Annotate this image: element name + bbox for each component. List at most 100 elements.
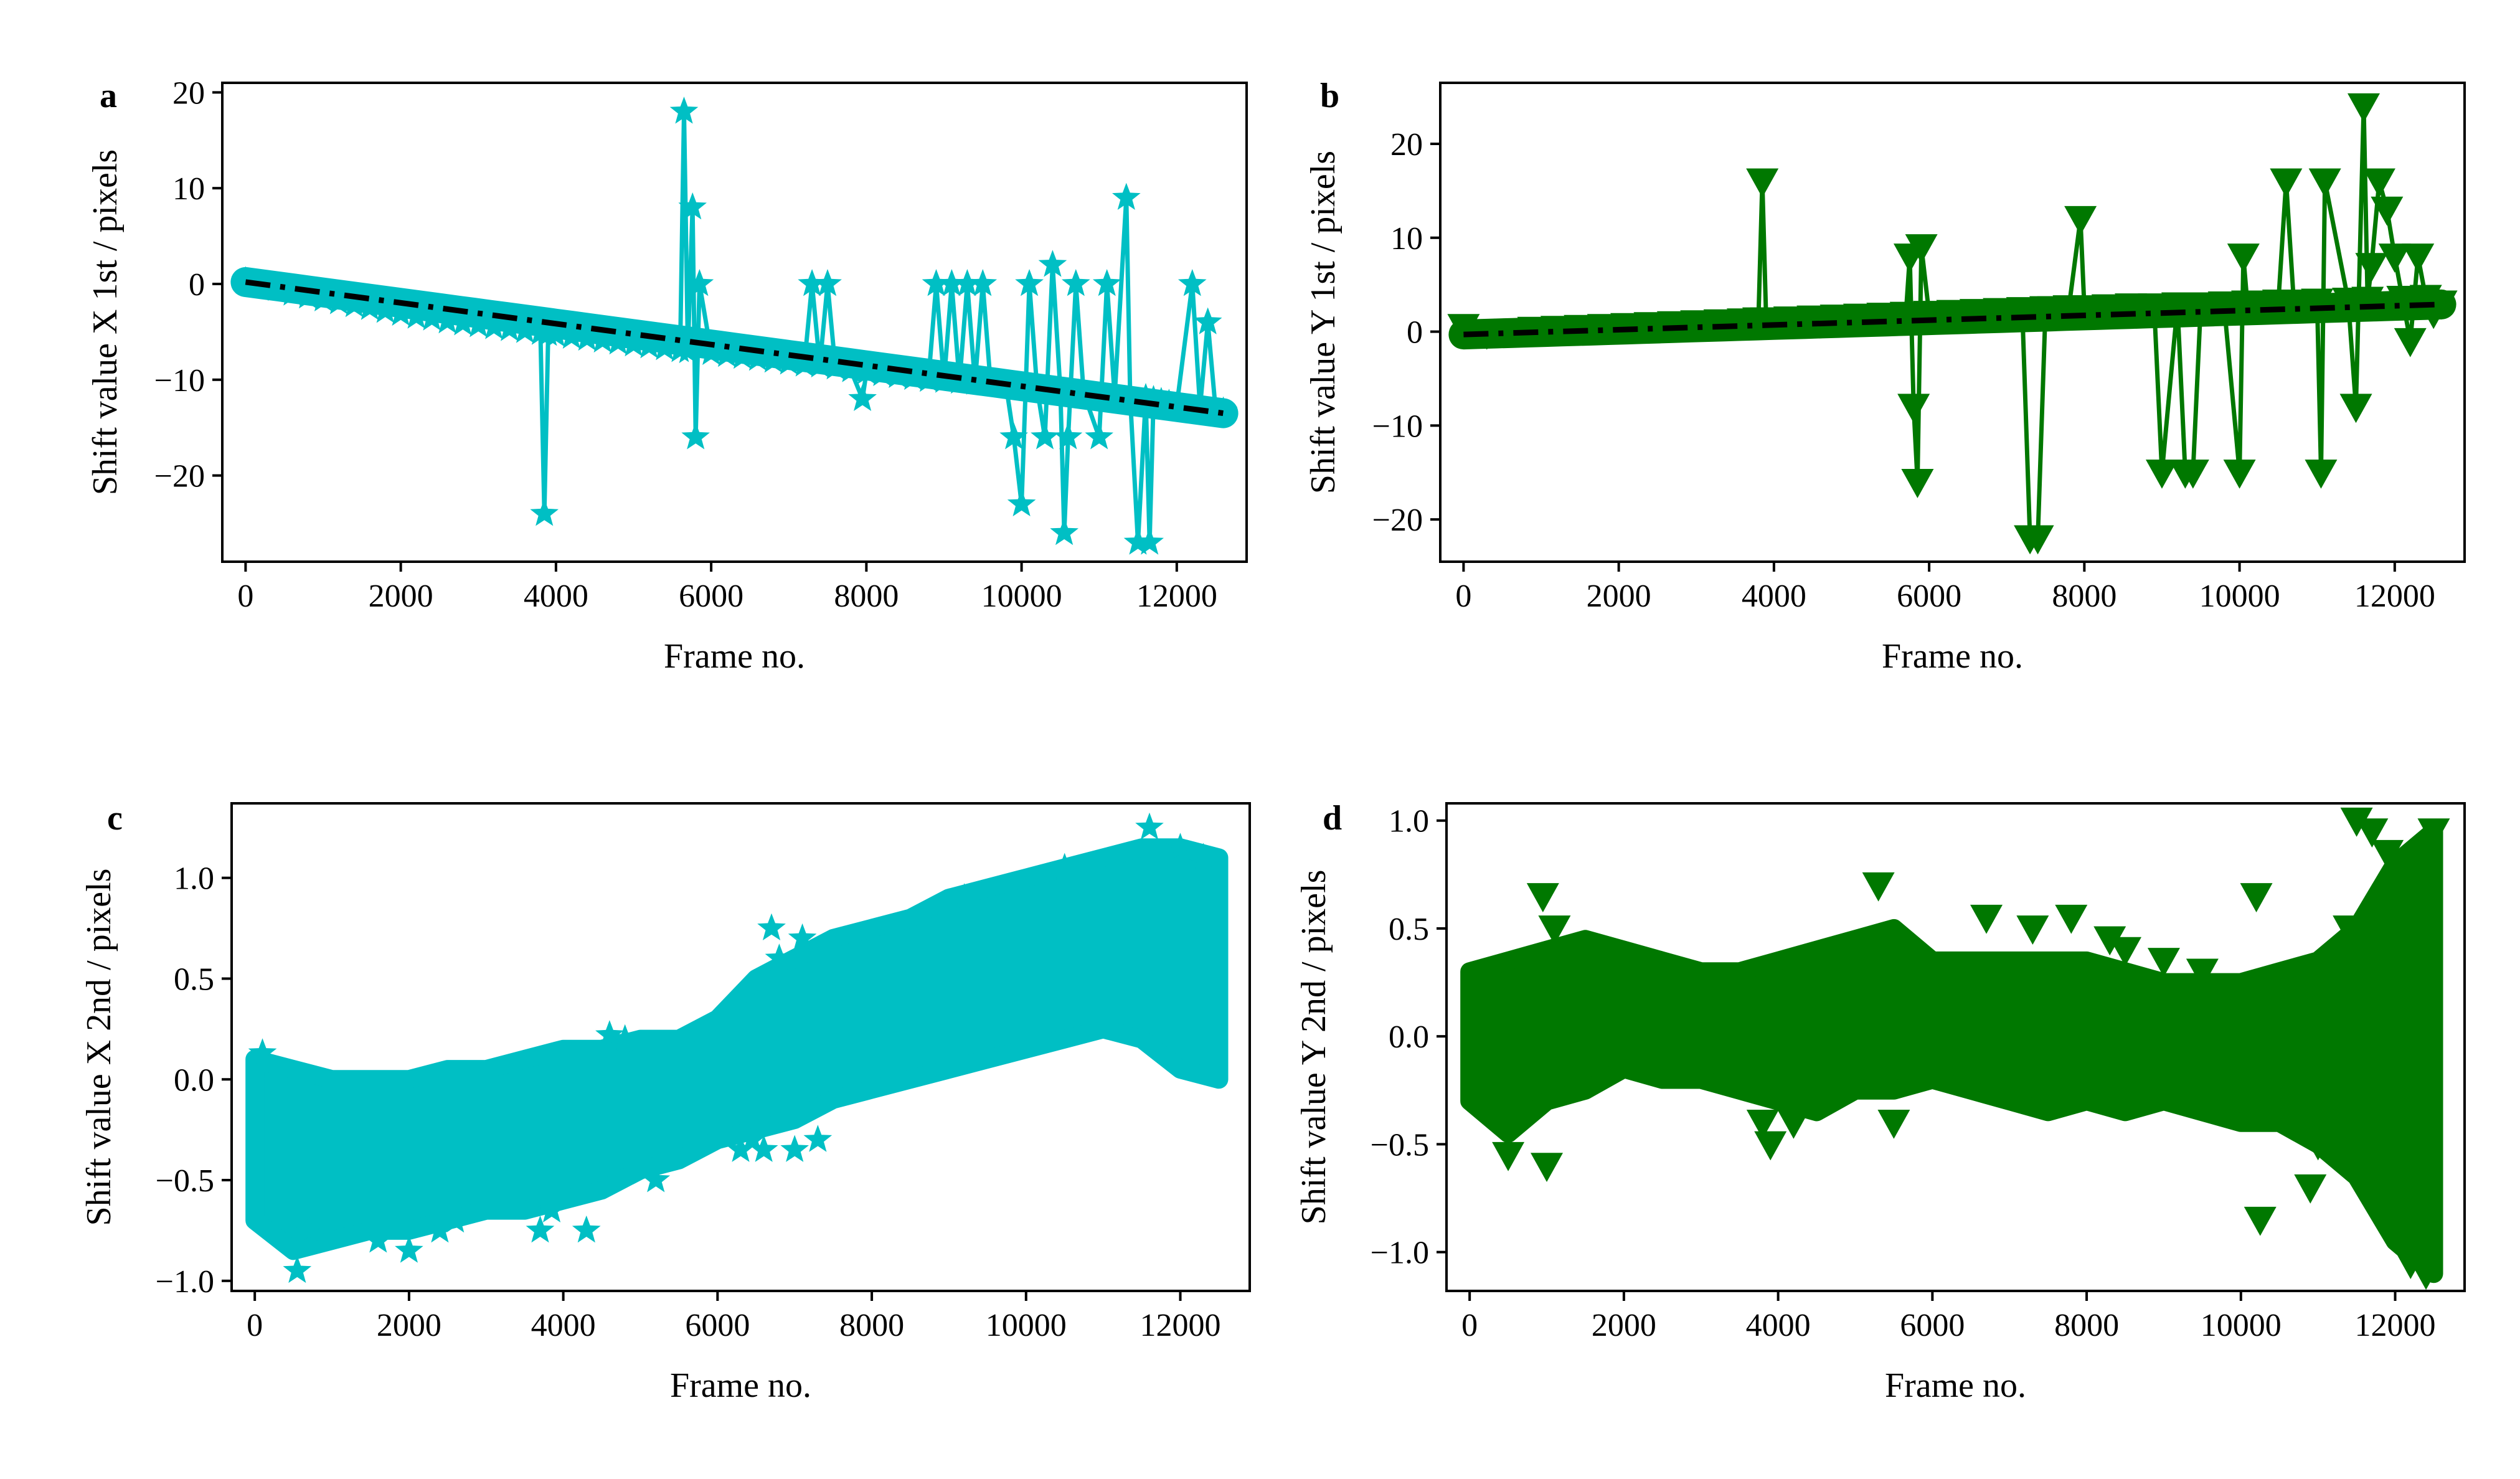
- outlier-marker-d: [1970, 904, 2003, 934]
- outlier-marker-d: [1538, 915, 1571, 945]
- series-marker-a: [1112, 182, 1141, 210]
- series-marker-b: [2145, 459, 2178, 489]
- outlier-marker-d: [1746, 1109, 1779, 1139]
- y-tick-label: −10: [1372, 409, 1423, 444]
- x-axis-label: Frame no.: [1885, 1366, 2026, 1405]
- outlier-marker-d: [1754, 1131, 1787, 1161]
- x-tick-label: 12000: [1140, 1308, 1221, 1343]
- outlier-marker-d: [1877, 1109, 1910, 1139]
- series-marker-b: [2223, 459, 2256, 489]
- scatter-band-d: [1460, 822, 2443, 1283]
- outlier-marker-c: [595, 1020, 624, 1047]
- x-tick-label: 12000: [2354, 579, 2435, 614]
- x-tick-label: 10000: [2201, 1308, 2282, 1343]
- outlier-marker-c: [395, 1236, 423, 1263]
- axes-frame-d: [1445, 802, 2466, 1292]
- series-marker-b: [2347, 93, 2380, 123]
- panel-a: a 0 2000 4000 6000 8000 10000 12000 −20 −10 0 10 20…: [86, 75, 1248, 676]
- series-marker-a: [1054, 422, 1083, 450]
- x-tick-label: 8000: [839, 1308, 904, 1343]
- y-tick-label: 10: [1390, 221, 1423, 257]
- y-tick-label: 0.5: [174, 962, 214, 997]
- outlier-marker-c: [726, 1135, 755, 1162]
- series-marker-a: [798, 269, 826, 296]
- outlier-marker-c: [283, 1255, 312, 1283]
- series-marker-b: [2371, 196, 2404, 226]
- series-marker-a: [1007, 489, 1036, 517]
- series-marker-a: [813, 269, 842, 296]
- outlier-marker-c: [441, 1205, 470, 1233]
- series-marker-b: [2378, 243, 2411, 273]
- y-tick-label: 0.5: [1389, 912, 1429, 947]
- x-tick-label: 2000: [369, 579, 433, 614]
- series-marker-a: [937, 269, 966, 296]
- y-tick-label: 0.0: [1389, 1019, 1429, 1055]
- panel-c-letter: c: [107, 799, 123, 838]
- y-tick-label: −1.0: [1371, 1236, 1429, 1271]
- series-marker-b: [1897, 394, 1930, 423]
- x-tick-label: 10000: [981, 579, 1062, 614]
- outlier-marker-d: [1492, 1141, 1525, 1171]
- y-tick-label: 1.0: [174, 861, 214, 897]
- outlier-marker-d: [2240, 883, 2273, 912]
- outlier-marker-c: [537, 1195, 566, 1222]
- trend-line-a: [245, 279, 1224, 417]
- series-marker-a: [1038, 250, 1067, 277]
- x-tick-label: 8000: [834, 579, 899, 614]
- x-axis-label: Frame no.: [664, 637, 805, 676]
- outlier-marker-c: [572, 1215, 601, 1243]
- x-tick-label: 8000: [2054, 1308, 2119, 1343]
- series-marker-a: [922, 269, 951, 296]
- series-marker-a: [1085, 422, 1113, 450]
- x-tick-label: 6000: [1900, 1308, 1965, 1343]
- y-axis-label: Shift value Y 1st / pixels: [1304, 151, 1343, 494]
- series-marker-b: [2021, 525, 2054, 555]
- axes-frame-a: [221, 82, 1248, 563]
- outlier-marker-c: [749, 1135, 778, 1162]
- outlier-marker-d: [2417, 818, 2450, 848]
- y-tick-label: 20: [172, 75, 205, 111]
- series-marker-b: [2308, 168, 2341, 198]
- series-marker-a: [669, 97, 699, 124]
- plot-area-d: [1460, 807, 2450, 1290]
- series-marker-a: [681, 422, 710, 450]
- series-marker-a: [1123, 527, 1153, 555]
- outlier-marker-c: [1135, 812, 1164, 840]
- series-marker-a: [1177, 269, 1207, 296]
- outlier-marker-d: [2093, 926, 2126, 956]
- outlier-marker-c: [641, 1165, 671, 1193]
- outlier-marker-d: [2356, 818, 2389, 848]
- y-tick-label: 0: [1407, 315, 1423, 351]
- outlier-marker-d: [2244, 1206, 2277, 1236]
- outlier-marker-d: [2371, 839, 2404, 869]
- series-marker-a: [530, 499, 559, 526]
- y-tick-label: −0.5: [156, 1163, 214, 1199]
- series-marker-b: [2402, 243, 2435, 273]
- series-marker-b: [2355, 253, 2388, 283]
- axes-frame-b: [1439, 82, 2466, 563]
- x-tick-label: 4000: [1742, 579, 1806, 614]
- series-marker-b: [1905, 234, 1938, 263]
- series-marker-a: [1092, 269, 1121, 296]
- series-marker-b: [2362, 168, 2395, 198]
- outlier-marker-c: [880, 963, 910, 991]
- x-tick-label: 6000: [679, 579, 743, 614]
- outlier-marker-c: [780, 1135, 809, 1162]
- series-marker-a: [1031, 422, 1059, 450]
- series-marker-a: [1193, 307, 1222, 334]
- y-axis-label: Shift value Y 2nd / pixels: [1295, 870, 1333, 1225]
- outlier-marker-d: [1777, 1109, 1810, 1139]
- outlier-marker-c: [526, 1215, 555, 1243]
- series-marker-a: [1135, 527, 1164, 555]
- y-tick-label: 20: [1390, 127, 1423, 163]
- x-tick-label: 2000: [1587, 579, 1651, 614]
- panel-a-letter: a: [100, 77, 117, 115]
- series-marker-a: [1050, 517, 1078, 546]
- series-marker-b: [2064, 206, 2097, 235]
- outlier-marker-d: [1526, 883, 1559, 912]
- x-tick-label: 4000: [524, 579, 588, 614]
- series-marker-a: [1015, 269, 1044, 296]
- outlier-marker-d: [2109, 937, 2141, 966]
- series-marker-b: [2305, 459, 2338, 489]
